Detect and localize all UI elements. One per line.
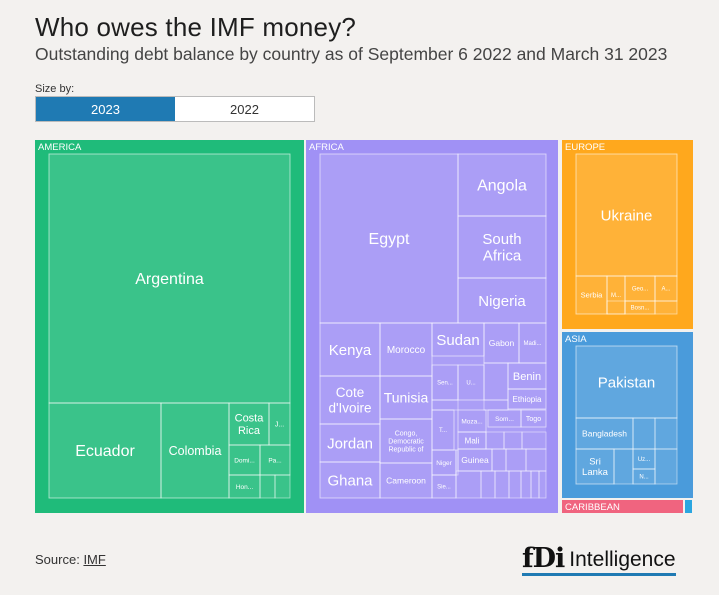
group-africa-label: AFRICA xyxy=(309,142,345,153)
country-label-a: A... xyxy=(661,287,670,293)
country-label-jordan: Jordan xyxy=(327,435,373,452)
chart-title: Who owes the IMF money? xyxy=(35,12,357,42)
source-link[interactable]: IMF xyxy=(83,552,106,567)
country-label-u: U... xyxy=(466,381,476,387)
group-asia-inner-area xyxy=(576,346,677,484)
country-tile-sie[interactable] xyxy=(431,474,457,499)
source-note: Source: IMF xyxy=(35,552,106,567)
size-by-label: Size by: xyxy=(35,83,75,95)
country-label-benin: Benin xyxy=(513,371,541,383)
country-label-mali: Mali xyxy=(465,436,480,445)
toggle-2023-button[interactable]: 2023 xyxy=(36,97,175,121)
country-label-bosn: Bosn... xyxy=(631,306,650,312)
country-label-niger: Niger xyxy=(436,460,452,467)
country-tile-sri-lanka[interactable] xyxy=(575,448,615,485)
group-caribbean-frame[interactable] xyxy=(562,500,683,513)
country-label-egypt: Egypt xyxy=(369,231,410,248)
country-label-t: T... xyxy=(439,428,447,434)
country-tile-u[interactable] xyxy=(457,364,485,401)
country-label-morocco: Morocco xyxy=(387,345,426,356)
small-country-tile[interactable] xyxy=(538,470,547,499)
source-label: Source: xyxy=(35,552,80,567)
country-label-sie: Sie... xyxy=(437,485,451,491)
country-label-serbia: Serbia xyxy=(581,291,604,300)
treemap-chart: AMERICA AFRICA EUROPE ASIA CARIBBEAN Argentin… xyxy=(35,140,693,513)
country-label-moza: Moza... xyxy=(461,418,483,425)
treemap-svg: AMERICA AFRICA EUROPE ASIA CARIBBEAN Argentin… xyxy=(35,140,693,513)
country-label-gabon: Gabon xyxy=(489,338,515,348)
country-label-madi: Madi... xyxy=(523,341,541,347)
country-label-costa-rica: Costa Rica xyxy=(235,413,265,437)
country-label-ukraine: Ukraine xyxy=(601,207,653,224)
group-europe-frame[interactable] xyxy=(562,140,693,329)
country-label-sudan: Sudan xyxy=(436,332,479,349)
country-label-cameroon: Cameroon xyxy=(386,475,426,485)
logo-intelligence-text: Intelligence xyxy=(569,548,676,571)
country-label-n: N... xyxy=(639,475,649,481)
chart-subtitle: Outstanding debt balance by country as o… xyxy=(35,44,668,64)
country-tile-hon[interactable] xyxy=(228,474,261,499)
country-label-pakistan: Pakistan xyxy=(598,374,656,391)
country-label-congo-democratic-republic-of: Congo, Democratic Republic of xyxy=(388,431,424,454)
group-asia-frame[interactable] xyxy=(562,332,693,498)
country-label-angola: Angola xyxy=(477,178,527,195)
country-label-colombia: Colombia xyxy=(169,444,222,458)
country-tile-bosn[interactable] xyxy=(624,300,656,315)
country-label-cote-d-ivoire: Cote d'Ivoire xyxy=(328,385,371,415)
caribbean-adjacent-sliver xyxy=(685,500,692,513)
fdi-intelligence-logo: fDi Intelligence xyxy=(522,538,676,576)
country-label-argentina: Argentina xyxy=(135,271,204,288)
country-label-uz: Uz... xyxy=(638,457,651,463)
country-label-kenya: Kenya xyxy=(329,342,372,359)
country-label-pa: Pa... xyxy=(268,457,282,464)
country-label-ethiopia: Ethiopia xyxy=(513,395,542,404)
group-america-frame[interactable] xyxy=(35,140,304,513)
country-label-nigeria: Nigeria xyxy=(478,293,526,310)
group-europe-label: EUROPE xyxy=(565,142,605,153)
group-europe-inner-area xyxy=(576,154,677,314)
country-label-south-africa: South Africa xyxy=(482,231,521,265)
country-tile-guinea[interactable] xyxy=(457,448,493,472)
country-label-guinea: Guinea xyxy=(461,455,489,465)
country-tile-togo[interactable] xyxy=(520,409,547,428)
country-label-bangladesh: Bangladesh xyxy=(582,428,627,438)
group-africa-inner-area xyxy=(320,154,546,498)
group-america-inner-area xyxy=(49,154,290,498)
logo-underline xyxy=(522,573,676,576)
group-asia-label: ASIA xyxy=(565,334,587,345)
country-label-domi: Domi... xyxy=(234,457,255,464)
country-label-m: M... xyxy=(611,293,621,299)
country-label-som: Som... xyxy=(495,416,514,423)
country-label-sen: Sen... xyxy=(437,381,453,387)
country-tile-ethiopia[interactable] xyxy=(507,388,547,410)
country-label-geo: Geo... xyxy=(632,287,649,293)
group-america-label: AMERICA xyxy=(38,142,82,153)
country-label-ecuador: Ecuador xyxy=(75,443,135,460)
country-tile-a[interactable] xyxy=(654,275,678,302)
country-label-hon: Hon... xyxy=(236,484,254,491)
logo-fdi-text: fDi xyxy=(522,543,565,574)
country-tile-pa[interactable] xyxy=(259,444,291,476)
country-label-j: J... xyxy=(275,421,284,428)
country-label-ghana: Ghana xyxy=(327,472,373,489)
country-label-togo: Togo xyxy=(526,416,541,423)
group-caribbean-label: CARIBBEAN xyxy=(565,502,620,513)
country-label-sri-lanka: Sri Lanka xyxy=(582,457,609,479)
country-label-tunisia: Tunisia xyxy=(384,389,429,405)
country-tile-n[interactable] xyxy=(632,468,656,485)
toggle-2022-button[interactable]: 2022 xyxy=(175,97,314,121)
size-by-toggle: 2023 2022 xyxy=(35,96,315,122)
